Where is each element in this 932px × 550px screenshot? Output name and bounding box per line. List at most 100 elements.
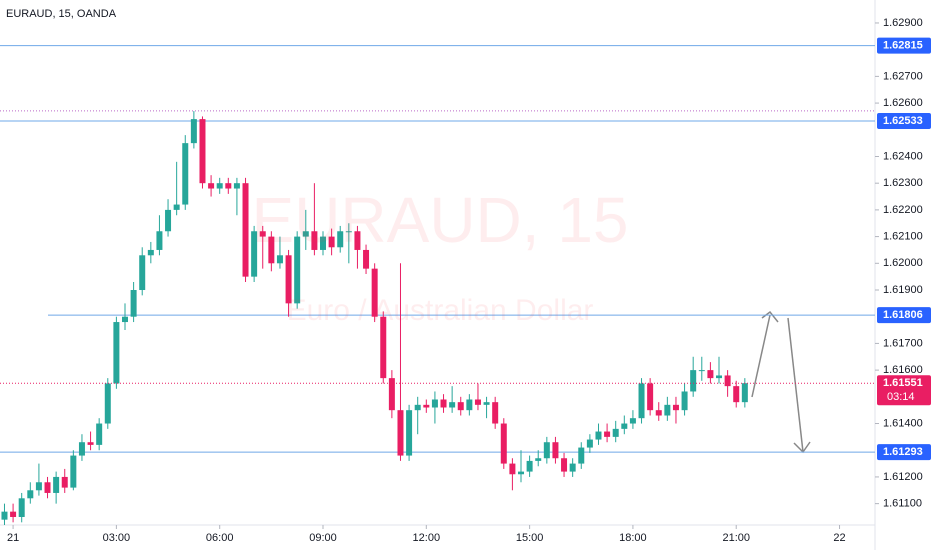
y-tick-label: 1.61200	[883, 471, 923, 483]
candle-body	[621, 423, 628, 429]
last-price-label: 1.61551	[883, 377, 923, 389]
candle-body	[147, 249, 154, 256]
candle-body	[337, 231, 344, 248]
candle-body	[664, 404, 671, 416]
projection-arrow-down	[787, 317, 804, 453]
x-tick-label: 22	[833, 532, 845, 544]
y-tick-label: 1.62700	[883, 70, 923, 82]
level-badge	[877, 307, 931, 324]
candle-body	[311, 231, 318, 250]
x-tick-label: 21:00	[722, 532, 750, 544]
candle-body	[345, 231, 352, 233]
candle-body	[156, 231, 163, 250]
candle-body	[70, 455, 77, 488]
candle-body	[87, 442, 94, 445]
arrow-head	[761, 310, 779, 323]
candle-body	[259, 231, 266, 237]
watermark: EURAUD, 15 Euro / Australian Dollar	[252, 184, 629, 327]
x-tick-label: 15:00	[516, 532, 544, 544]
candle-body	[233, 183, 240, 189]
y-tick-label: 1.62600	[883, 97, 923, 109]
candle-body	[173, 204, 180, 210]
candle-body	[586, 439, 593, 448]
candle-body	[535, 458, 542, 461]
y-tick-label: 1.61400	[883, 417, 923, 429]
candle-body	[604, 431, 611, 437]
candle-body	[500, 423, 507, 464]
candle-body	[96, 423, 103, 445]
watermark-name: Euro / Australian Dollar	[287, 294, 594, 327]
watermark-symbol: EURAUD, 15	[252, 184, 629, 256]
candle-body	[552, 442, 559, 459]
level-label: 1.62533	[883, 115, 923, 127]
candle-body	[561, 458, 568, 472]
last-price-badge	[877, 375, 931, 406]
candle-body	[276, 255, 283, 264]
candle-body	[139, 255, 146, 291]
y-tick-label: 1.62100	[883, 231, 923, 243]
candle-body	[113, 322, 120, 384]
level-label: 1.61293	[883, 446, 923, 458]
y-tick-label: 1.62900	[883, 17, 923, 29]
candle-body	[655, 410, 662, 416]
projection-arrow-up	[751, 314, 771, 398]
candle-body	[638, 383, 645, 419]
candle-body	[130, 290, 137, 317]
level-badge	[877, 37, 931, 54]
candle-body	[423, 404, 430, 408]
y-tick-label: 1.62000	[883, 257, 923, 269]
candle-body	[388, 378, 395, 411]
x-tick-label: 03:00	[103, 532, 131, 544]
candle-body	[595, 431, 602, 440]
candle-body	[44, 482, 51, 493]
candle-body	[707, 370, 714, 379]
candle-body	[492, 402, 499, 424]
candle-body	[578, 447, 585, 464]
candle-body	[78, 442, 85, 456]
y-tick-label: 1.61900	[883, 284, 923, 296]
candle-body	[698, 370, 705, 372]
candle-body	[629, 418, 636, 424]
x-tick-label: 21	[7, 532, 19, 544]
y-tick-label: 1.62200	[883, 204, 923, 216]
candle-body	[466, 399, 473, 411]
candle-body	[354, 231, 361, 250]
x-tick-label: 09:00	[309, 532, 337, 544]
candle-body	[518, 471, 525, 475]
candle-body	[526, 460, 533, 472]
candle-body	[690, 370, 697, 392]
candle-body	[380, 316, 387, 379]
candle-body	[569, 463, 576, 472]
y-tick-label: 1.62400	[883, 150, 923, 162]
candle-body	[509, 463, 516, 475]
candle-body	[10, 511, 17, 517]
x-tick-label: 12:00	[413, 532, 441, 544]
candle-body	[474, 399, 481, 405]
candle-body	[449, 402, 456, 408]
candle-body	[483, 402, 490, 405]
candle-body	[440, 399, 447, 408]
candle-body	[53, 476, 60, 493]
candle-body	[716, 375, 723, 379]
candle-body	[285, 255, 292, 304]
candle-body	[457, 402, 464, 411]
candle-body	[320, 236, 327, 250]
candle-body	[61, 476, 68, 488]
candle-body	[165, 209, 172, 232]
chart-title: EURAUD, 15, OANDA	[6, 8, 117, 20]
level-label: 1.62815	[883, 40, 923, 52]
candle-body	[242, 183, 249, 277]
candle-body	[733, 386, 740, 403]
level-badge	[877, 444, 931, 461]
candle-body	[397, 410, 404, 456]
candle-body	[647, 383, 654, 411]
y-tick-label: 1.61100	[883, 498, 922, 510]
candle-body	[431, 399, 438, 408]
level-label: 1.61806	[883, 309, 923, 321]
x-tick-label: 18:00	[619, 532, 647, 544]
candle-body	[543, 442, 550, 459]
candle-body	[216, 183, 223, 189]
candle-body	[18, 498, 25, 517]
y-tick-label: 1.61600	[883, 364, 923, 376]
